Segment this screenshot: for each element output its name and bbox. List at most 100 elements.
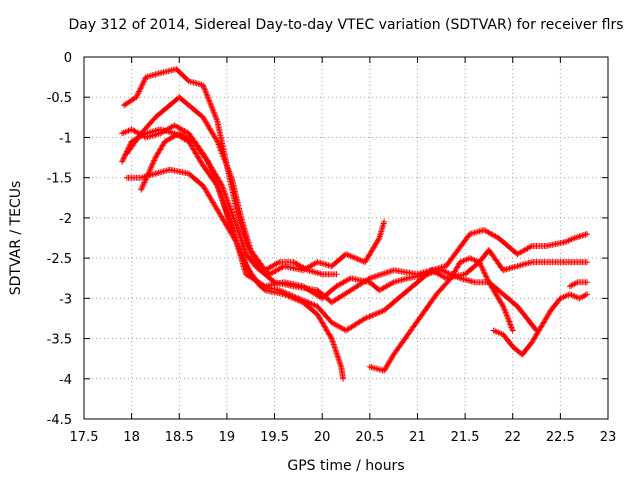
y-axis-label: SDTVAR / TECUs [8,181,24,296]
data-point [154,156,157,159]
series-s7 [366,255,516,374]
data-point [202,184,204,187]
data-point [464,273,466,276]
plot-frame [83,56,609,420]
data-point [459,277,462,280]
data-point [188,132,190,135]
data-point [216,120,219,123]
data-point [221,184,223,187]
data-point [421,313,424,316]
data-point [283,281,285,284]
y-tick-label: -3.5 [47,333,72,348]
data-point [516,305,519,308]
x-tick-label: 19 [219,430,236,445]
y-tick-label: -0.5 [47,91,72,106]
data-point [335,273,338,276]
data-point [140,176,142,179]
data-point [235,241,238,243]
data-point [402,293,404,296]
data-point [369,365,371,368]
data-point [521,353,524,356]
y-tick-label: 0 [64,51,72,66]
y-tick-labels: 0 -0.5 -1 -1.5 -2 -2.5 -3 -3.5 -4 -4.5 [47,51,72,428]
data-point [316,313,319,316]
data-point [202,164,204,167]
data-point [188,80,190,82]
data-point [392,281,395,284]
x-tick-label: 22 [504,430,521,445]
data-point [445,265,447,267]
data-point [516,265,519,267]
y-tick-label: -2.5 [47,252,72,267]
data-point [392,269,395,271]
data-point [530,245,533,247]
y-tick-label: -1.5 [47,172,72,187]
data-point [140,188,142,191]
data-point [573,237,576,239]
data-point [302,285,304,288]
data-point [345,329,347,332]
data-point [586,293,588,296]
data-point [283,265,285,267]
data-point [492,329,495,332]
data-point [126,176,128,179]
data-point [249,249,252,251]
data-point [530,341,533,344]
data-point [278,289,281,292]
data-point [226,213,228,215]
data-point [335,285,338,288]
y-tick-label: -4.5 [47,413,72,428]
data-point [202,84,204,86]
data-point [502,269,505,271]
data-point [378,289,381,292]
data-point [345,253,347,255]
data-point [450,277,452,280]
data-point [569,293,571,296]
data-point [530,261,533,263]
data-point [159,72,162,74]
data-point [235,225,238,227]
data-point [168,104,171,107]
data-point [511,345,514,348]
data-point [378,237,381,239]
data-point [569,261,571,263]
data-point [416,281,419,284]
chart-title: Day 312 of 2014, Sidereal Day-to-day VTE… [68,17,623,33]
data-point [188,172,190,175]
y-tick-label: -1 [59,131,72,146]
data-point [349,277,352,280]
data-point [435,293,438,296]
y-tick-label: -3 [59,292,72,307]
data-point [330,337,333,340]
data-point [154,116,157,119]
data-point [426,273,428,276]
data-point [502,293,505,296]
data-point [121,132,123,135]
data-point [445,277,447,280]
data-point [586,261,588,263]
data-point [576,281,579,284]
data-point [145,76,147,78]
data-point [330,301,333,304]
x-tick-label: 18.5 [165,430,194,445]
data-point [511,329,514,332]
data-point [207,160,209,163]
data-point [216,140,219,143]
data-point [440,269,443,271]
data-point [230,176,233,179]
data-point [550,261,552,263]
data-point [478,261,481,263]
data-point [545,245,547,247]
data-point [123,104,125,107]
data-point [369,281,371,284]
data-point [168,168,171,171]
x-tick-label: 21 [409,430,426,445]
data-point [469,233,471,235]
data-point [145,136,147,139]
data-point [459,261,462,263]
data-point [497,237,500,239]
data-point [364,317,366,320]
data-point [407,277,409,280]
